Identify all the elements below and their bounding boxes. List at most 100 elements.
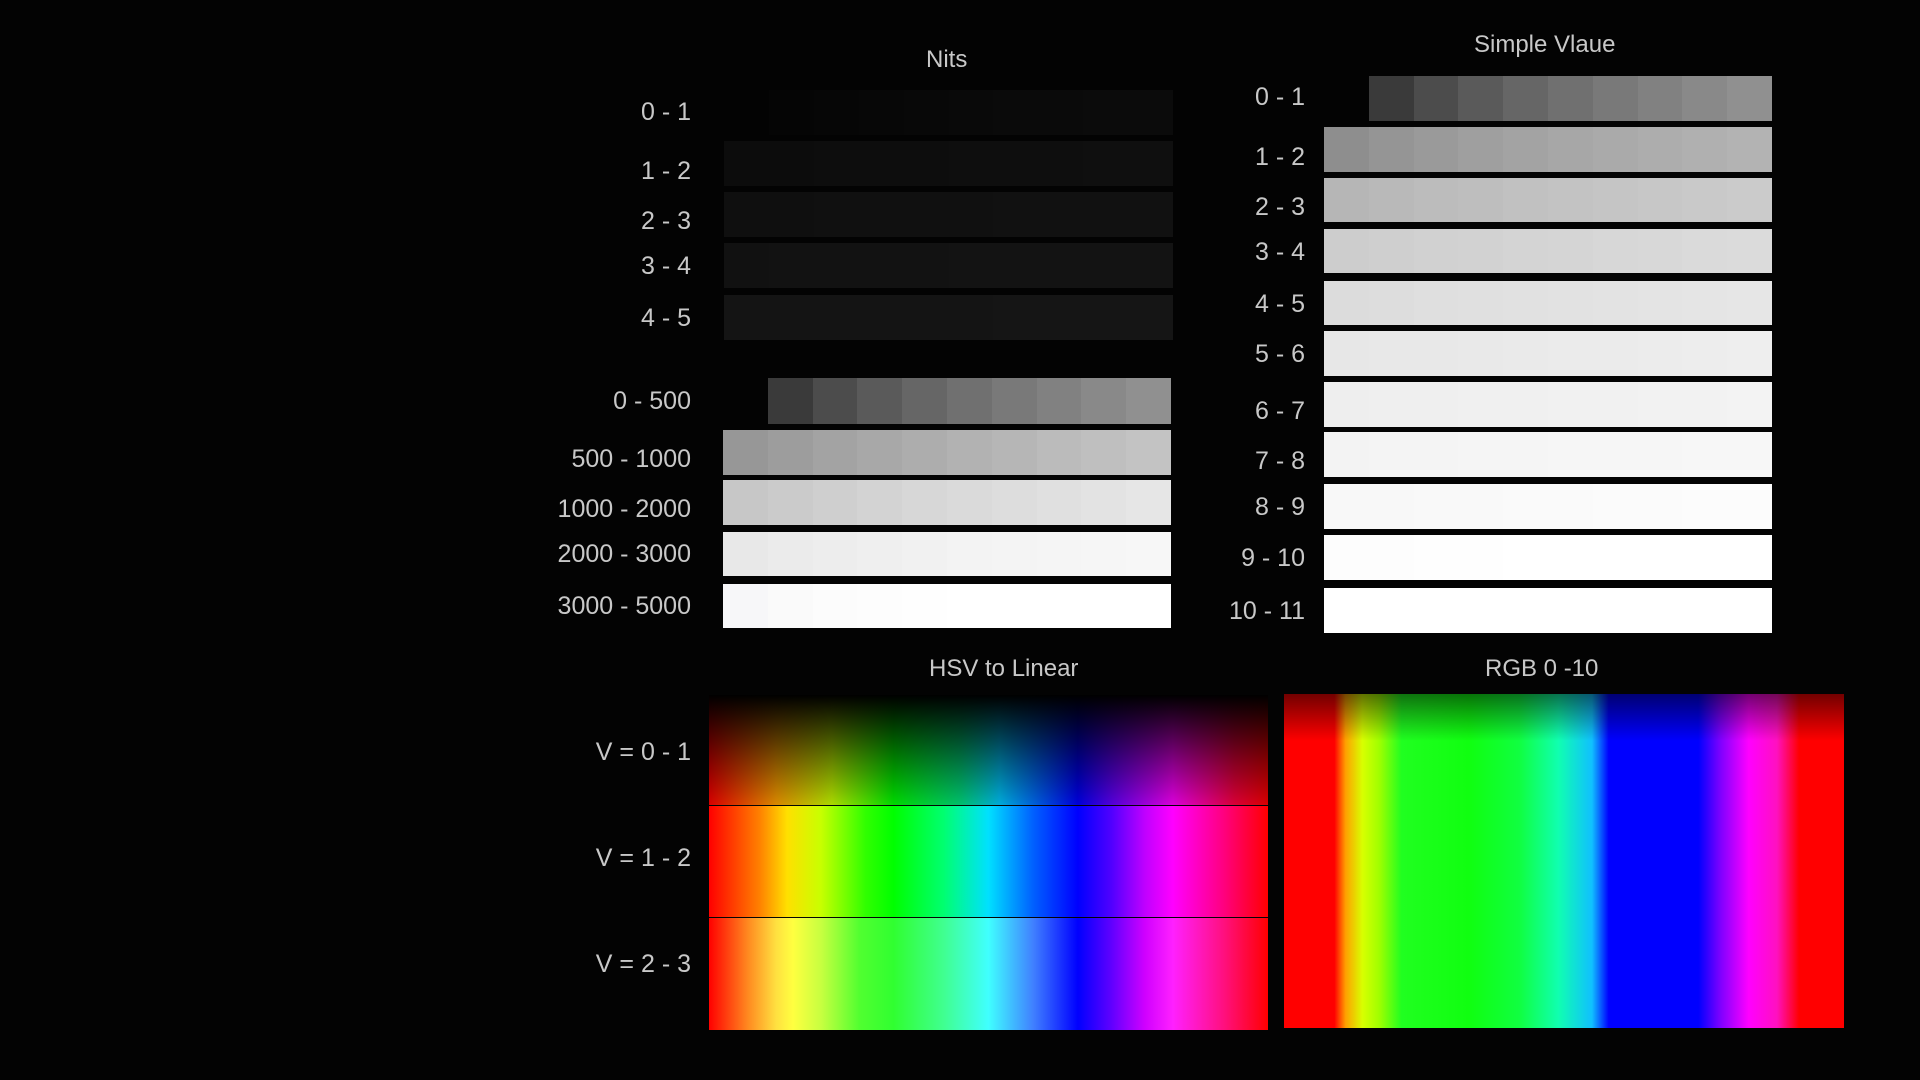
simple-value-swatch — [1682, 432, 1728, 477]
nits-row-label: 3 - 4 — [640, 252, 691, 280]
nits-gradient-strip — [724, 90, 1174, 135]
simple-value-swatch — [1727, 127, 1772, 172]
nits-swatch — [813, 295, 859, 340]
simple-value-swatch — [1547, 484, 1593, 529]
simple-value-swatch — [1324, 535, 1369, 580]
simple-value-swatch — [1637, 229, 1683, 273]
simple-value-swatch — [1503, 535, 1548, 580]
nits-swatch — [1083, 90, 1129, 135]
hsv-divider — [709, 917, 1268, 918]
simple-value-row-label: 4 - 5 — [1254, 290, 1305, 318]
simple-value-swatch — [1324, 382, 1369, 427]
nits-swatch — [813, 192, 859, 237]
simple-value-swatch — [1592, 281, 1638, 325]
nits-swatch — [767, 480, 813, 525]
simple-value-swatch — [1682, 178, 1728, 222]
nits-swatch — [768, 243, 814, 288]
nits-swatch — [1036, 584, 1082, 628]
nits-swatch — [903, 141, 949, 186]
nits-swatch — [991, 378, 1037, 424]
simple-value-swatch — [1458, 588, 1504, 633]
nits-swatch — [767, 430, 813, 475]
simple-value-swatch — [1637, 178, 1683, 222]
nits-swatch — [723, 378, 768, 424]
simple-value-swatch — [1682, 76, 1728, 121]
simple-value-swatch — [1458, 432, 1504, 477]
simple-value-swatch — [1324, 281, 1369, 325]
simple-value-row-label: 3 - 4 — [1254, 238, 1305, 266]
rgb-title: RGB 0 -10 — [1485, 655, 1599, 682]
simple-value-swatch — [1682, 588, 1728, 633]
nits-row-label: 1 - 2 — [640, 157, 691, 185]
simple-value-swatch — [1727, 229, 1772, 273]
simple-value-swatch — [1324, 76, 1369, 121]
simple-value-swatch — [1592, 432, 1638, 477]
nits-row-label: 500 - 1000 — [571, 445, 691, 473]
simple-value-swatch — [1727, 535, 1772, 580]
nits-swatch — [724, 192, 769, 237]
simple-value-row-label: 1 - 2 — [1254, 143, 1305, 171]
simple-value-swatch — [1413, 281, 1459, 325]
simple-value-swatch — [1547, 281, 1593, 325]
nits-swatch — [902, 584, 947, 628]
nits-swatch — [858, 192, 904, 237]
simple-value-swatch — [1592, 127, 1638, 172]
nits-swatch — [1083, 192, 1129, 237]
hsv-row-label: V = 0 - 1 — [595, 738, 691, 766]
nits-swatch — [993, 243, 1039, 288]
nits-swatch — [1128, 295, 1174, 340]
nits-swatch — [857, 584, 903, 628]
simple-value-swatch — [1592, 382, 1638, 427]
simple-value-swatch — [1592, 331, 1638, 376]
simple-value-swatch — [1458, 281, 1504, 325]
simple-value-swatch — [1413, 588, 1459, 633]
nits-swatch — [1128, 192, 1174, 237]
simple-value-gradient-strip — [1324, 331, 1772, 376]
nits-swatch — [1126, 480, 1171, 525]
nits-swatch — [946, 378, 992, 424]
hsv-gradient-row-3 — [709, 918, 1268, 1030]
nits-swatch — [723, 480, 768, 525]
simple-value-swatch — [1368, 382, 1414, 427]
nits-swatch — [812, 430, 858, 475]
nits-swatch — [768, 295, 814, 340]
nits-swatch — [948, 295, 994, 340]
nits-swatch — [902, 480, 947, 525]
nits-swatch — [813, 141, 859, 186]
simple-value-swatch — [1503, 432, 1548, 477]
simple-value-swatch — [1458, 76, 1504, 121]
nits-swatch — [1036, 532, 1082, 576]
simple-value-swatch — [1547, 432, 1593, 477]
nits-swatch — [1081, 480, 1127, 525]
nits-row-label: 0 - 500 — [613, 387, 691, 415]
simple-value-swatch — [1637, 382, 1683, 427]
simple-value-swatch — [1727, 178, 1772, 222]
simple-value-swatch — [1547, 229, 1593, 273]
nits-swatch — [723, 532, 768, 576]
simple-value-swatch — [1458, 127, 1504, 172]
simple-value-swatch — [1503, 127, 1548, 172]
nits-swatch — [1038, 141, 1084, 186]
simple-value-swatch — [1592, 178, 1638, 222]
simple-value-swatch — [1503, 484, 1548, 529]
simple-value-swatch — [1413, 178, 1459, 222]
simple-value-swatch — [1637, 535, 1683, 580]
simple-value-swatch — [1682, 484, 1728, 529]
hsv-gradient-row-2 — [709, 806, 1268, 918]
simple-value-swatch — [1368, 588, 1414, 633]
nits-swatch — [946, 430, 992, 475]
simple-value-swatch — [1682, 281, 1728, 325]
rgb-gradient — [1284, 694, 1844, 1028]
simple-value-swatch — [1413, 331, 1459, 376]
nits-swatch — [903, 243, 949, 288]
hsv-row-label: V = 2 - 3 — [595, 950, 691, 978]
nits-row-label: 2000 - 3000 — [557, 540, 691, 568]
nits-swatch — [1081, 378, 1127, 424]
nits-swatch — [857, 378, 903, 424]
simple-value-row-label: 7 - 8 — [1254, 447, 1305, 475]
nits-swatch — [812, 480, 858, 525]
nits-swatch — [902, 430, 947, 475]
nits-row-label: 4 - 5 — [640, 304, 691, 332]
simple-value-swatch — [1368, 127, 1414, 172]
simple-value-gradient-strip — [1324, 281, 1772, 325]
